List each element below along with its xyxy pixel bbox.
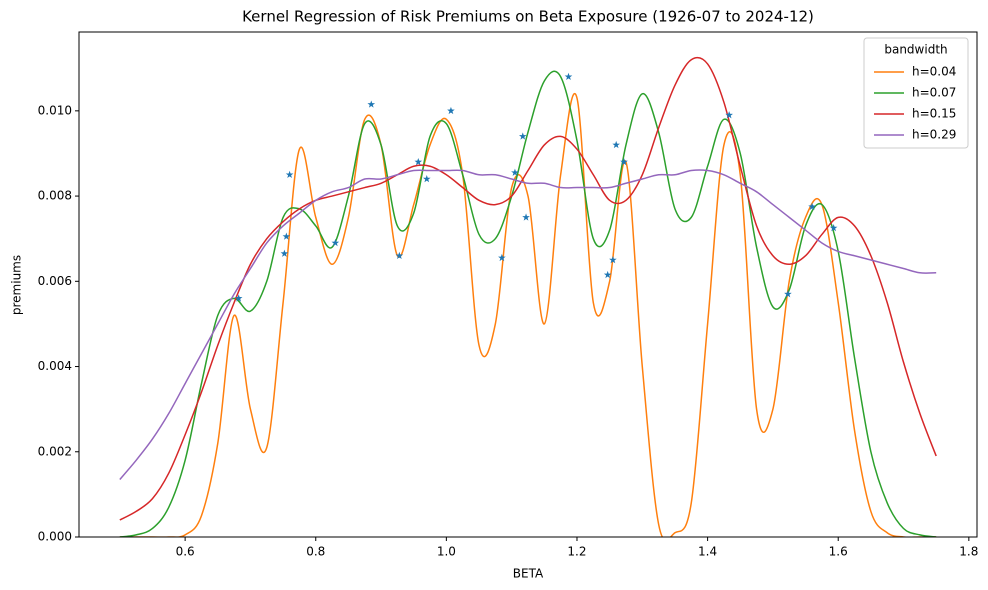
scatter-point (518, 132, 527, 140)
scatter-point (511, 168, 519, 176)
line-series (119, 70, 937, 537)
scatter-point (414, 157, 423, 166)
scatter-point (725, 111, 733, 119)
axes-frame (78, 31, 978, 538)
plot-area (119, 56, 937, 537)
scatter-point (603, 270, 612, 279)
x-tick-label: 1.4 (698, 545, 717, 559)
line-series (119, 93, 937, 537)
y-tick-label: 0.006 (38, 274, 72, 288)
x-tick-label: 1.8 (959, 545, 978, 559)
scatter-point (280, 249, 289, 257)
x-tick-label: 1.0 (437, 545, 456, 559)
chart-title: Kernel Regression of Risk Premiums on Be… (242, 8, 814, 26)
legend-label: h=0.15 (912, 107, 956, 121)
x-tick-label: 1.6 (829, 545, 848, 559)
line-series (119, 56, 937, 521)
x-axis-label: BETA (513, 567, 544, 581)
scatter-point (395, 251, 404, 259)
y-axis-label: premiums (10, 255, 24, 315)
scatter-point (784, 290, 792, 298)
scatter-point (331, 238, 340, 247)
scatter-point (282, 232, 291, 240)
legend-label: h=0.04 (912, 65, 956, 79)
scatter-point (609, 256, 617, 264)
legend-label: h=0.29 (912, 128, 956, 142)
legend-box (863, 37, 969, 149)
y-tick-label: 0.010 (38, 103, 72, 117)
scatter-point (234, 294, 243, 302)
legend-label: h=0.07 (912, 86, 956, 100)
scatter-point (367, 100, 376, 108)
x-tick-label: 0.6 (176, 545, 195, 559)
scatter-point (285, 170, 294, 178)
scatter-point (447, 106, 455, 115)
line-series (119, 169, 937, 480)
scatter-point (829, 224, 838, 232)
scatter-point (498, 253, 506, 262)
legend-title: bandwidth (884, 43, 947, 57)
y-tick-label: 0.008 (38, 189, 72, 203)
y-tick-label: 0.004 (38, 359, 72, 373)
scatter-point (422, 175, 431, 183)
y-tick-label: 0.000 (38, 530, 72, 544)
x-tick-label: 0.8 (306, 545, 325, 559)
scatter-point (612, 140, 620, 149)
scatter-point (564, 72, 573, 80)
y-tick-label: 0.002 (38, 444, 72, 458)
scatter-point (522, 213, 530, 221)
scatter-point (620, 157, 628, 166)
scatter-point (808, 202, 816, 210)
x-tick-label: 1.2 (567, 545, 586, 559)
